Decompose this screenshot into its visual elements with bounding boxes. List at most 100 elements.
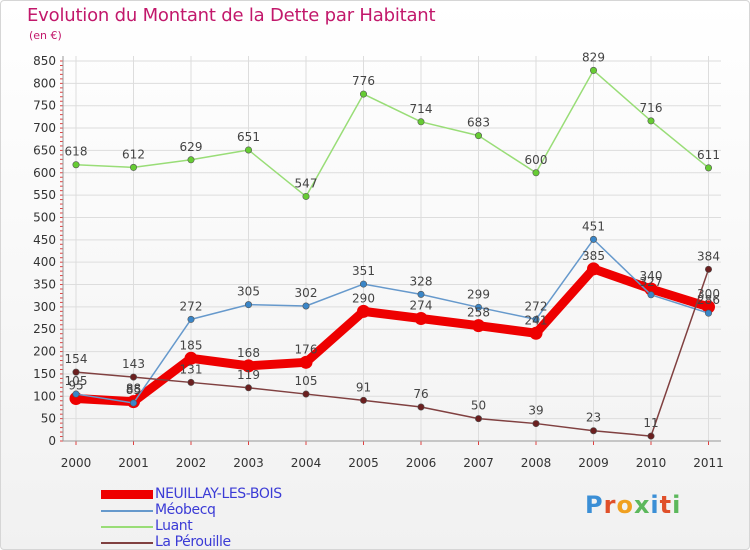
data-label-1: 328 xyxy=(410,274,433,288)
data-label-0: 176 xyxy=(295,342,318,356)
series-line-2 xyxy=(75,69,710,198)
data-label-0: 88 xyxy=(126,382,141,396)
data-label-2: 618 xyxy=(65,145,88,159)
data-label-1: 351 xyxy=(352,264,375,278)
data-label-3: 105 xyxy=(295,374,318,388)
data-label-3: 143 xyxy=(122,357,145,371)
data-label-2: 651 xyxy=(237,130,260,144)
data-point-1 xyxy=(359,280,367,288)
data-point-1 xyxy=(474,303,482,311)
data-label-0: 185 xyxy=(180,338,203,352)
x-tick-label: 2000 xyxy=(61,456,92,470)
data-point-0 xyxy=(529,326,543,340)
data-point-0 xyxy=(414,312,428,326)
legend-label-0: NEUILLAY-LES-BOIS xyxy=(155,486,282,502)
logo-letter: i xyxy=(672,491,682,519)
y-tick-label: 350 xyxy=(33,278,56,292)
legend-swatch-1 xyxy=(101,510,153,512)
x-tick-label: 2003 xyxy=(233,456,264,470)
x-tick-label: 2002 xyxy=(176,456,207,470)
data-point-2 xyxy=(417,118,425,126)
data-label-3: 119 xyxy=(237,368,260,382)
y-tick-label: 50 xyxy=(41,412,56,426)
x-tick-label: 2011 xyxy=(693,456,724,470)
data-label-2: 716 xyxy=(640,101,663,115)
logo-letter: t xyxy=(659,491,673,519)
proxiti-logo: Proxiti xyxy=(585,491,681,519)
data-label-2: 600 xyxy=(525,153,548,167)
y-tick-label: 300 xyxy=(33,300,56,314)
legend-swatch-3 xyxy=(101,542,153,544)
data-label-1: 272 xyxy=(525,299,548,313)
data-point-1 xyxy=(532,315,540,323)
y-tick-label: 400 xyxy=(33,255,56,269)
legend-swatch-2 xyxy=(101,526,153,528)
x-tick-label: 2006 xyxy=(406,456,437,470)
data-point-1 xyxy=(647,291,655,299)
data-label-1: 305 xyxy=(237,285,260,299)
data-label-1: 272 xyxy=(180,299,203,313)
y-tick-label: 150 xyxy=(33,367,56,381)
y-tick-label: 100 xyxy=(33,389,56,403)
y-tick-label: 200 xyxy=(33,345,56,359)
data-label-1: 327 xyxy=(640,275,663,289)
legend-label-2: Luant xyxy=(155,518,193,534)
data-point-3 xyxy=(704,265,712,273)
logo-letter: o xyxy=(616,491,634,519)
data-label-2: 829 xyxy=(582,50,605,64)
data-label-1: 85 xyxy=(126,383,141,397)
x-tick-label: 2010 xyxy=(636,456,667,470)
data-point-3 xyxy=(417,403,425,411)
data-point-1 xyxy=(589,235,597,243)
data-point-0 xyxy=(242,359,255,373)
data-point-3 xyxy=(130,373,138,381)
data-label-3: 76 xyxy=(413,387,428,401)
data-label-0: 340 xyxy=(640,269,663,283)
y-tick-label: 700 xyxy=(33,121,56,135)
data-point-0 xyxy=(184,351,198,365)
data-label-2: 683 xyxy=(467,116,490,130)
series-line-0 xyxy=(71,264,713,407)
y-tick-label: 850 xyxy=(33,54,56,68)
data-label-0: 274 xyxy=(410,299,433,313)
y-tick-label: 550 xyxy=(33,188,56,202)
y-tick-label: 600 xyxy=(33,166,56,180)
series-line-1 xyxy=(75,238,710,404)
data-label-3: 131 xyxy=(180,362,203,376)
data-label-3: 50 xyxy=(471,399,486,413)
data-label-0: 95 xyxy=(68,379,83,393)
data-point-1 xyxy=(704,309,712,317)
data-label-2: 612 xyxy=(122,147,145,161)
x-tick-label: 2008 xyxy=(521,456,552,470)
data-label-1: 299 xyxy=(467,287,490,301)
data-point-0 xyxy=(299,355,313,369)
data-label-0: 385 xyxy=(582,249,605,263)
legend-label-3: La Pérouille xyxy=(155,534,231,550)
data-label-3: 384 xyxy=(697,249,720,263)
data-point-3 xyxy=(359,396,367,404)
data-label-3: 154 xyxy=(65,352,88,366)
data-label-2: 611 xyxy=(697,148,720,162)
logo-letter: P xyxy=(585,491,604,519)
y-tick-label: 0 xyxy=(48,434,56,448)
data-point-3 xyxy=(187,378,195,386)
data-point-2 xyxy=(187,156,195,164)
data-point-0 xyxy=(702,300,715,314)
y-tick-label: 450 xyxy=(33,233,56,247)
data-point-1 xyxy=(302,302,310,310)
data-point-2 xyxy=(589,66,597,74)
data-label-1: 451 xyxy=(582,219,605,233)
data-label-2: 547 xyxy=(295,176,318,190)
y-tick-label: 250 xyxy=(33,322,56,336)
data-point-0 xyxy=(587,262,600,276)
x-tick-label: 2009 xyxy=(578,456,609,470)
data-point-2 xyxy=(704,164,712,172)
data-label-0: 241 xyxy=(525,313,548,327)
x-tick-label: 2005 xyxy=(348,456,379,470)
y-tick-label: 500 xyxy=(33,210,56,224)
data-label-3: 91 xyxy=(356,380,371,394)
data-point-1 xyxy=(417,290,425,298)
data-point-3 xyxy=(474,415,482,423)
data-label-0: 168 xyxy=(237,346,260,360)
data-point-0 xyxy=(357,304,370,318)
